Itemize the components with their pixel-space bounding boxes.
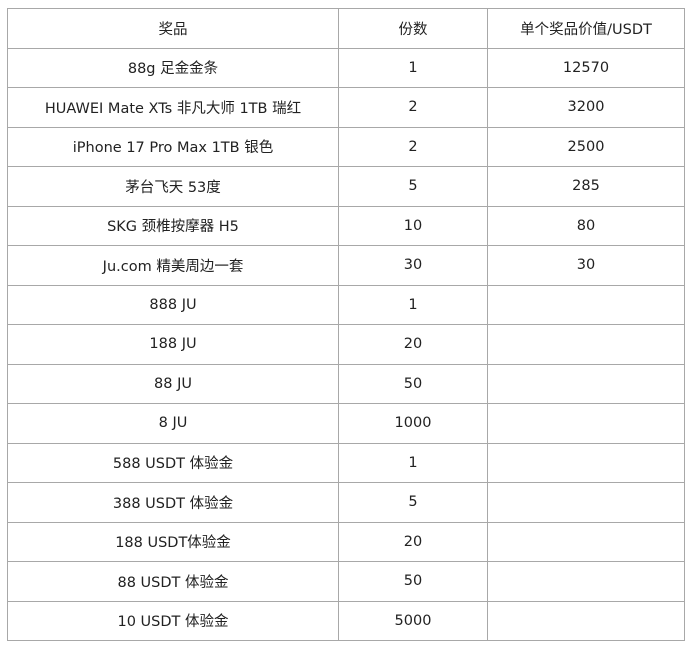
prize-cell: 88g 足金金条 (7, 47, 339, 88)
unit-value-cell: 80 (487, 205, 685, 246)
prize-cell: 388 USDT 体验金 (7, 482, 339, 523)
table-row: 88 USDT 体验金 50 (7, 561, 685, 602)
header-quantity: 份数 (338, 8, 488, 49)
table-row: 588 USDT 体验金 1 (7, 442, 685, 483)
quantity-cell: 20 (338, 521, 488, 562)
prize-table: 奖品 份数 单个奖品价值/USDT 88g 足金金条 1 12570 HUAWEI M… (7, 8, 685, 641)
unit-value-cell (487, 600, 685, 641)
table-row: HUAWEI Mate XTs 非凡大师 1TB 瑞红 2 3200 (7, 87, 685, 128)
unit-value-cell: 30 (487, 245, 685, 286)
quantity-cell: 1 (338, 284, 488, 325)
prize-cell: 588 USDT 体验金 (7, 442, 339, 483)
prize-cell: 88 JU (7, 363, 339, 404)
table-row: 8 JU 1000 (7, 403, 685, 444)
table-row: 888 JU 1 (7, 284, 685, 325)
table-row: 茅台飞天 53度 5 285 (7, 166, 685, 207)
quantity-cell: 1 (338, 47, 488, 88)
prize-cell: Ju.com 精美周边一套 (7, 245, 339, 286)
prize-cell: 10 USDT 体验金 (7, 600, 339, 641)
unit-value-cell (487, 284, 685, 325)
unit-value-cell: 3200 (487, 87, 685, 128)
unit-value-cell (487, 521, 685, 562)
unit-value-cell (487, 403, 685, 444)
unit-value-cell (487, 561, 685, 602)
prize-cell: 188 JU (7, 324, 339, 365)
quantity-cell: 2 (338, 126, 488, 167)
prize-cell: HUAWEI Mate XTs 非凡大师 1TB 瑞红 (7, 87, 339, 128)
table-row: 188 USDT体验金 20 (7, 521, 685, 562)
unit-value-cell (487, 324, 685, 365)
prize-cell: iPhone 17 Pro Max 1TB 银色 (7, 126, 339, 167)
header-unit-value: 单个奖品价值/USDT (487, 8, 685, 49)
prize-cell: 188 USDT体验金 (7, 521, 339, 562)
quantity-cell: 30 (338, 245, 488, 286)
quantity-cell: 20 (338, 324, 488, 365)
prize-cell: 888 JU (7, 284, 339, 325)
table-row: Ju.com 精美周边一套 30 30 (7, 245, 685, 286)
quantity-cell: 1000 (338, 403, 488, 444)
table-row: iPhone 17 Pro Max 1TB 银色 2 2500 (7, 126, 685, 167)
quantity-cell: 50 (338, 363, 488, 404)
unit-value-cell (487, 442, 685, 483)
header-row: 奖品 份数 单个奖品价值/USDT (7, 8, 685, 49)
unit-value-cell (487, 363, 685, 404)
quantity-cell: 5 (338, 166, 488, 207)
unit-value-cell: 2500 (487, 126, 685, 167)
table-row: 88 JU 50 (7, 363, 685, 404)
prize-cell: SKG 颈椎按摩器 H5 (7, 205, 339, 246)
unit-value-cell: 285 (487, 166, 685, 207)
prize-cell: 88 USDT 体验金 (7, 561, 339, 602)
table-row: 10 USDT 体验金 5000 (7, 600, 685, 641)
prize-cell: 茅台飞天 53度 (7, 166, 339, 207)
table-row: 388 USDT 体验金 5 (7, 482, 685, 523)
quantity-cell: 50 (338, 561, 488, 602)
unit-value-cell: 12570 (487, 47, 685, 88)
quantity-cell: 10 (338, 205, 488, 246)
table-row: SKG 颈椎按摩器 H5 10 80 (7, 205, 685, 246)
table-row: 188 JU 20 (7, 324, 685, 365)
quantity-cell: 5 (338, 482, 488, 523)
unit-value-cell (487, 482, 685, 523)
quantity-cell: 2 (338, 87, 488, 128)
quantity-cell: 5000 (338, 600, 488, 641)
prize-cell: 8 JU (7, 403, 339, 444)
quantity-cell: 1 (338, 442, 488, 483)
header-prize: 奖品 (7, 8, 339, 49)
table-row: 88g 足金金条 1 12570 (7, 47, 685, 88)
